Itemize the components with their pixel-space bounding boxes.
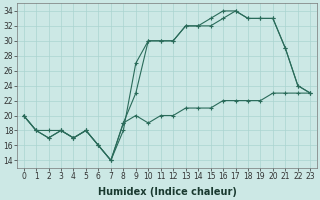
X-axis label: Humidex (Indice chaleur): Humidex (Indice chaleur) — [98, 187, 236, 197]
